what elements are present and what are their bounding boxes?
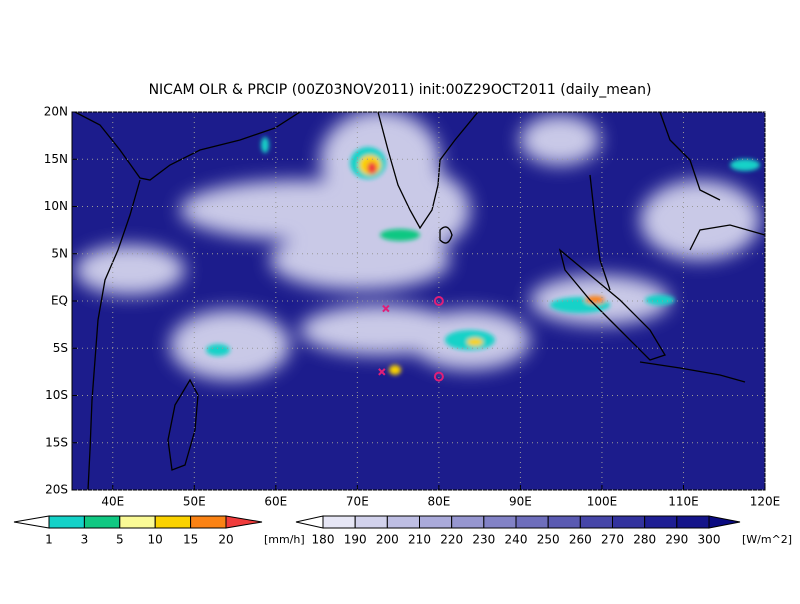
y-tick-label: 5S [53, 341, 68, 355]
colorbar-box [354, 515, 388, 529]
y-tick-label: 10S [45, 388, 68, 402]
x-tick-label: 120E [750, 495, 781, 509]
y-tick-label: 20N [44, 105, 68, 119]
y-tick-label: 10N [44, 199, 68, 213]
colorbar-triangle [295, 515, 324, 529]
colorbar-box [48, 515, 85, 529]
x-tick-label: 40E [101, 495, 124, 509]
colorbar-label: 15 [183, 533, 198, 547]
cloud-cover [75, 112, 760, 380]
x-tick-label: 90E [509, 495, 532, 509]
field [72, 112, 765, 490]
colorbar-label: 260 [569, 533, 592, 547]
y-tick-label: 15S [45, 435, 68, 449]
colorbar-label: 190 [344, 533, 367, 547]
colorbar-box [451, 515, 485, 529]
colorbar-label: 5 [116, 533, 124, 547]
colorbar-label: 300 [698, 533, 721, 547]
marker-x [382, 304, 390, 313]
colorbar-box [322, 515, 356, 529]
colorbar-box [547, 515, 581, 529]
colorbar-label: 240 [505, 533, 528, 547]
y-tick-label: EQ [51, 294, 68, 308]
colorbar-label: 290 [665, 533, 688, 547]
y-tick-label: 5N [51, 246, 68, 260]
colorbar-triangle [708, 515, 741, 529]
y-tick-label: 15N [44, 152, 68, 166]
marker-o [433, 371, 444, 382]
colorbar-box [515, 515, 549, 529]
colorbar-label: 280 [633, 533, 656, 547]
colorbar-box [676, 515, 710, 529]
y-tick-label: 20S [45, 483, 68, 497]
colorbar-label: 220 [440, 533, 463, 547]
colorbar-label: 200 [376, 533, 399, 547]
colorbar-label: 230 [472, 533, 495, 547]
colorbar-label: 1 [45, 533, 53, 547]
x-tick-label: 50E [183, 495, 206, 509]
colorbar-triangle [13, 515, 50, 529]
colorbar-box [386, 515, 421, 529]
colorbar-box [579, 515, 613, 529]
marker-x [378, 368, 386, 376]
x-tick-label: 100E [587, 495, 618, 509]
colorbar-box [83, 515, 121, 529]
colorbar-label: 270 [601, 533, 624, 547]
marker-o [433, 296, 444, 306]
x-tick-label: 80E [427, 495, 450, 509]
colorbar-box [190, 515, 227, 529]
colorbar-unit: [W/m^2] [742, 533, 792, 546]
colorbar-label: 10 [148, 533, 163, 547]
precip-cells [206, 137, 760, 375]
colorbar-unit: [mm/h] [264, 533, 305, 546]
colorbar-box [419, 515, 453, 529]
colorbar-label: 20 [218, 533, 233, 547]
colorbar-triangle [225, 515, 263, 529]
colorbar-label: 210 [408, 533, 431, 547]
x-tick-label: 60E [264, 495, 287, 509]
colorbar-label: 3 [81, 533, 89, 547]
colorbar-label: 250 [537, 533, 560, 547]
colorbar-box [644, 515, 678, 529]
title: NICAM OLR & PRCIP (00Z03NOV2011) init:00… [149, 82, 652, 98]
colorbar-box [154, 515, 192, 529]
x-tick-label: 110E [668, 495, 699, 509]
x-tick-label: 70E [346, 495, 369, 509]
colorbar-label: 180 [312, 533, 335, 547]
colorbar-box [612, 515, 646, 529]
colorbar-box [483, 515, 517, 529]
colorbar-box [119, 515, 156, 529]
